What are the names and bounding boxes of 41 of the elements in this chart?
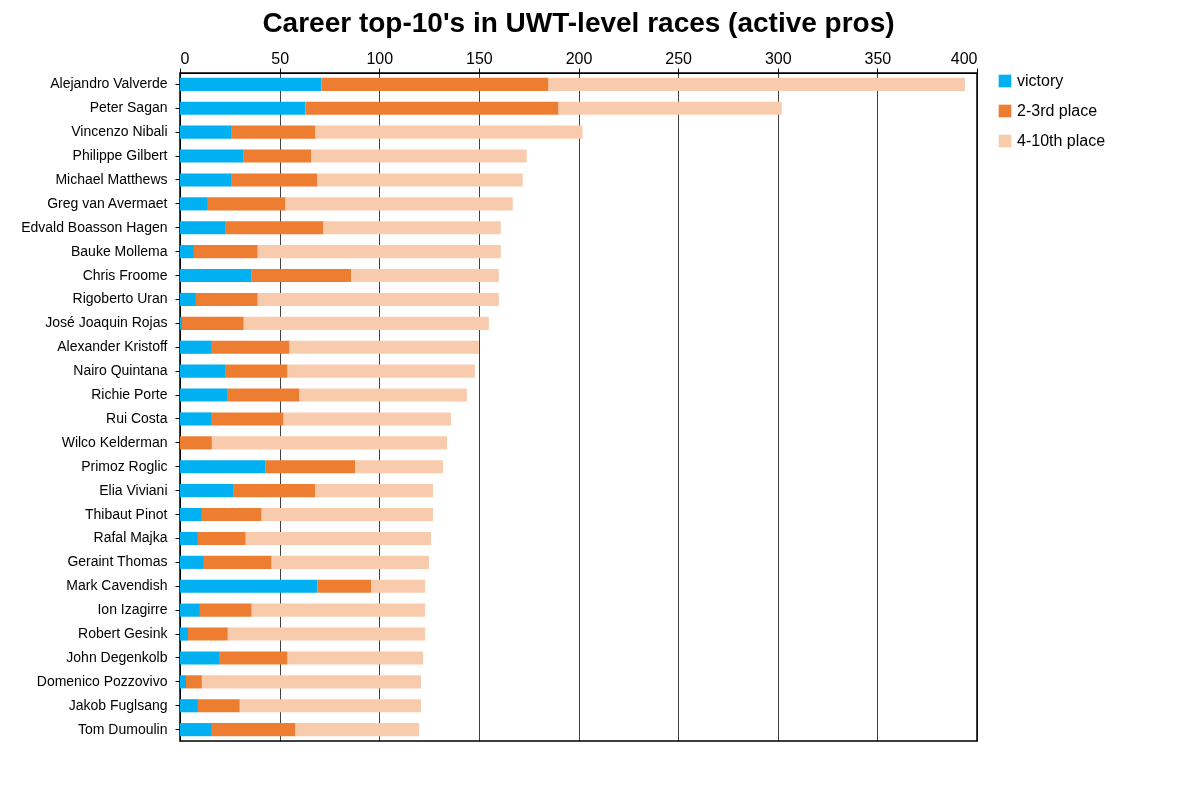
y-tick-label: Rafal Majka bbox=[93, 529, 168, 546]
legend-label: 2-3rd place bbox=[1017, 102, 1098, 119]
y-tick-label: Richie Porte bbox=[91, 386, 168, 403]
chart-title: Career top-10's in UWT-level races (active pros) bbox=[262, 7, 895, 38]
y-tick-label: Rigoberto Uran bbox=[72, 290, 168, 307]
x-tick-label: 400 bbox=[950, 49, 978, 67]
y-tick-label: Peter Sagan bbox=[89, 99, 168, 116]
legend-label: victory bbox=[1017, 72, 1064, 89]
y-tick-label: Philippe Gilbert bbox=[72, 147, 168, 164]
y-tick-label: Elia Viviani bbox=[99, 481, 168, 498]
x-tick-label: 350 bbox=[864, 49, 892, 67]
y-tick-label: Ion Izagirre bbox=[97, 601, 168, 618]
y-tick-label: Primoz Roglic bbox=[81, 457, 168, 474]
y-tick-label: Mark Cavendish bbox=[66, 577, 168, 594]
y-tick-label: José Joaquin Rojas bbox=[45, 314, 168, 331]
y-tick-label: Robert Gesink bbox=[78, 625, 169, 642]
y-tick-label: Michael Matthews bbox=[55, 170, 168, 187]
y-tick-label: Vincenzo Nibali bbox=[71, 123, 168, 140]
x-tick-label: 300 bbox=[764, 49, 792, 67]
y-tick-label: Rui Costa bbox=[106, 409, 168, 426]
x-tick-label: 100 bbox=[366, 49, 394, 67]
y-tick-label: Alejandro Valverde bbox=[50, 75, 168, 92]
y-tick-label: Bauke Mollema bbox=[71, 242, 168, 259]
y-tick-label: Greg van Avermaet bbox=[47, 194, 168, 211]
y-tick-label: Nairo Quintana bbox=[73, 362, 168, 379]
y-tick-label: John Degenkolb bbox=[66, 648, 168, 665]
y-tick-label: Domenico Pozzovivo bbox=[36, 672, 168, 689]
y-tick-label: Wilco Kelderman bbox=[61, 433, 168, 450]
x-tick-label: 250 bbox=[665, 49, 693, 67]
x-tick-label: 200 bbox=[565, 49, 593, 67]
legend-label: 4-10th place bbox=[1017, 132, 1106, 149]
x-tick-label: 0 bbox=[180, 49, 190, 67]
y-tick-label: Edvald Boasson Hagen bbox=[21, 218, 168, 235]
y-tick-label: Thibaut Pinot bbox=[85, 505, 168, 522]
y-tick-label: Alexander Kristoff bbox=[57, 338, 168, 355]
x-tick-label: 50 bbox=[271, 49, 290, 67]
y-tick-label: Jakob Fuglsang bbox=[68, 696, 168, 713]
x-tick-label: 150 bbox=[466, 49, 493, 67]
y-tick-label: Chris Froome bbox=[82, 266, 168, 283]
y-tick-label: Geraint Thomas bbox=[67, 553, 168, 570]
y-tick-label: Tom Dumoulin bbox=[78, 720, 168, 737]
